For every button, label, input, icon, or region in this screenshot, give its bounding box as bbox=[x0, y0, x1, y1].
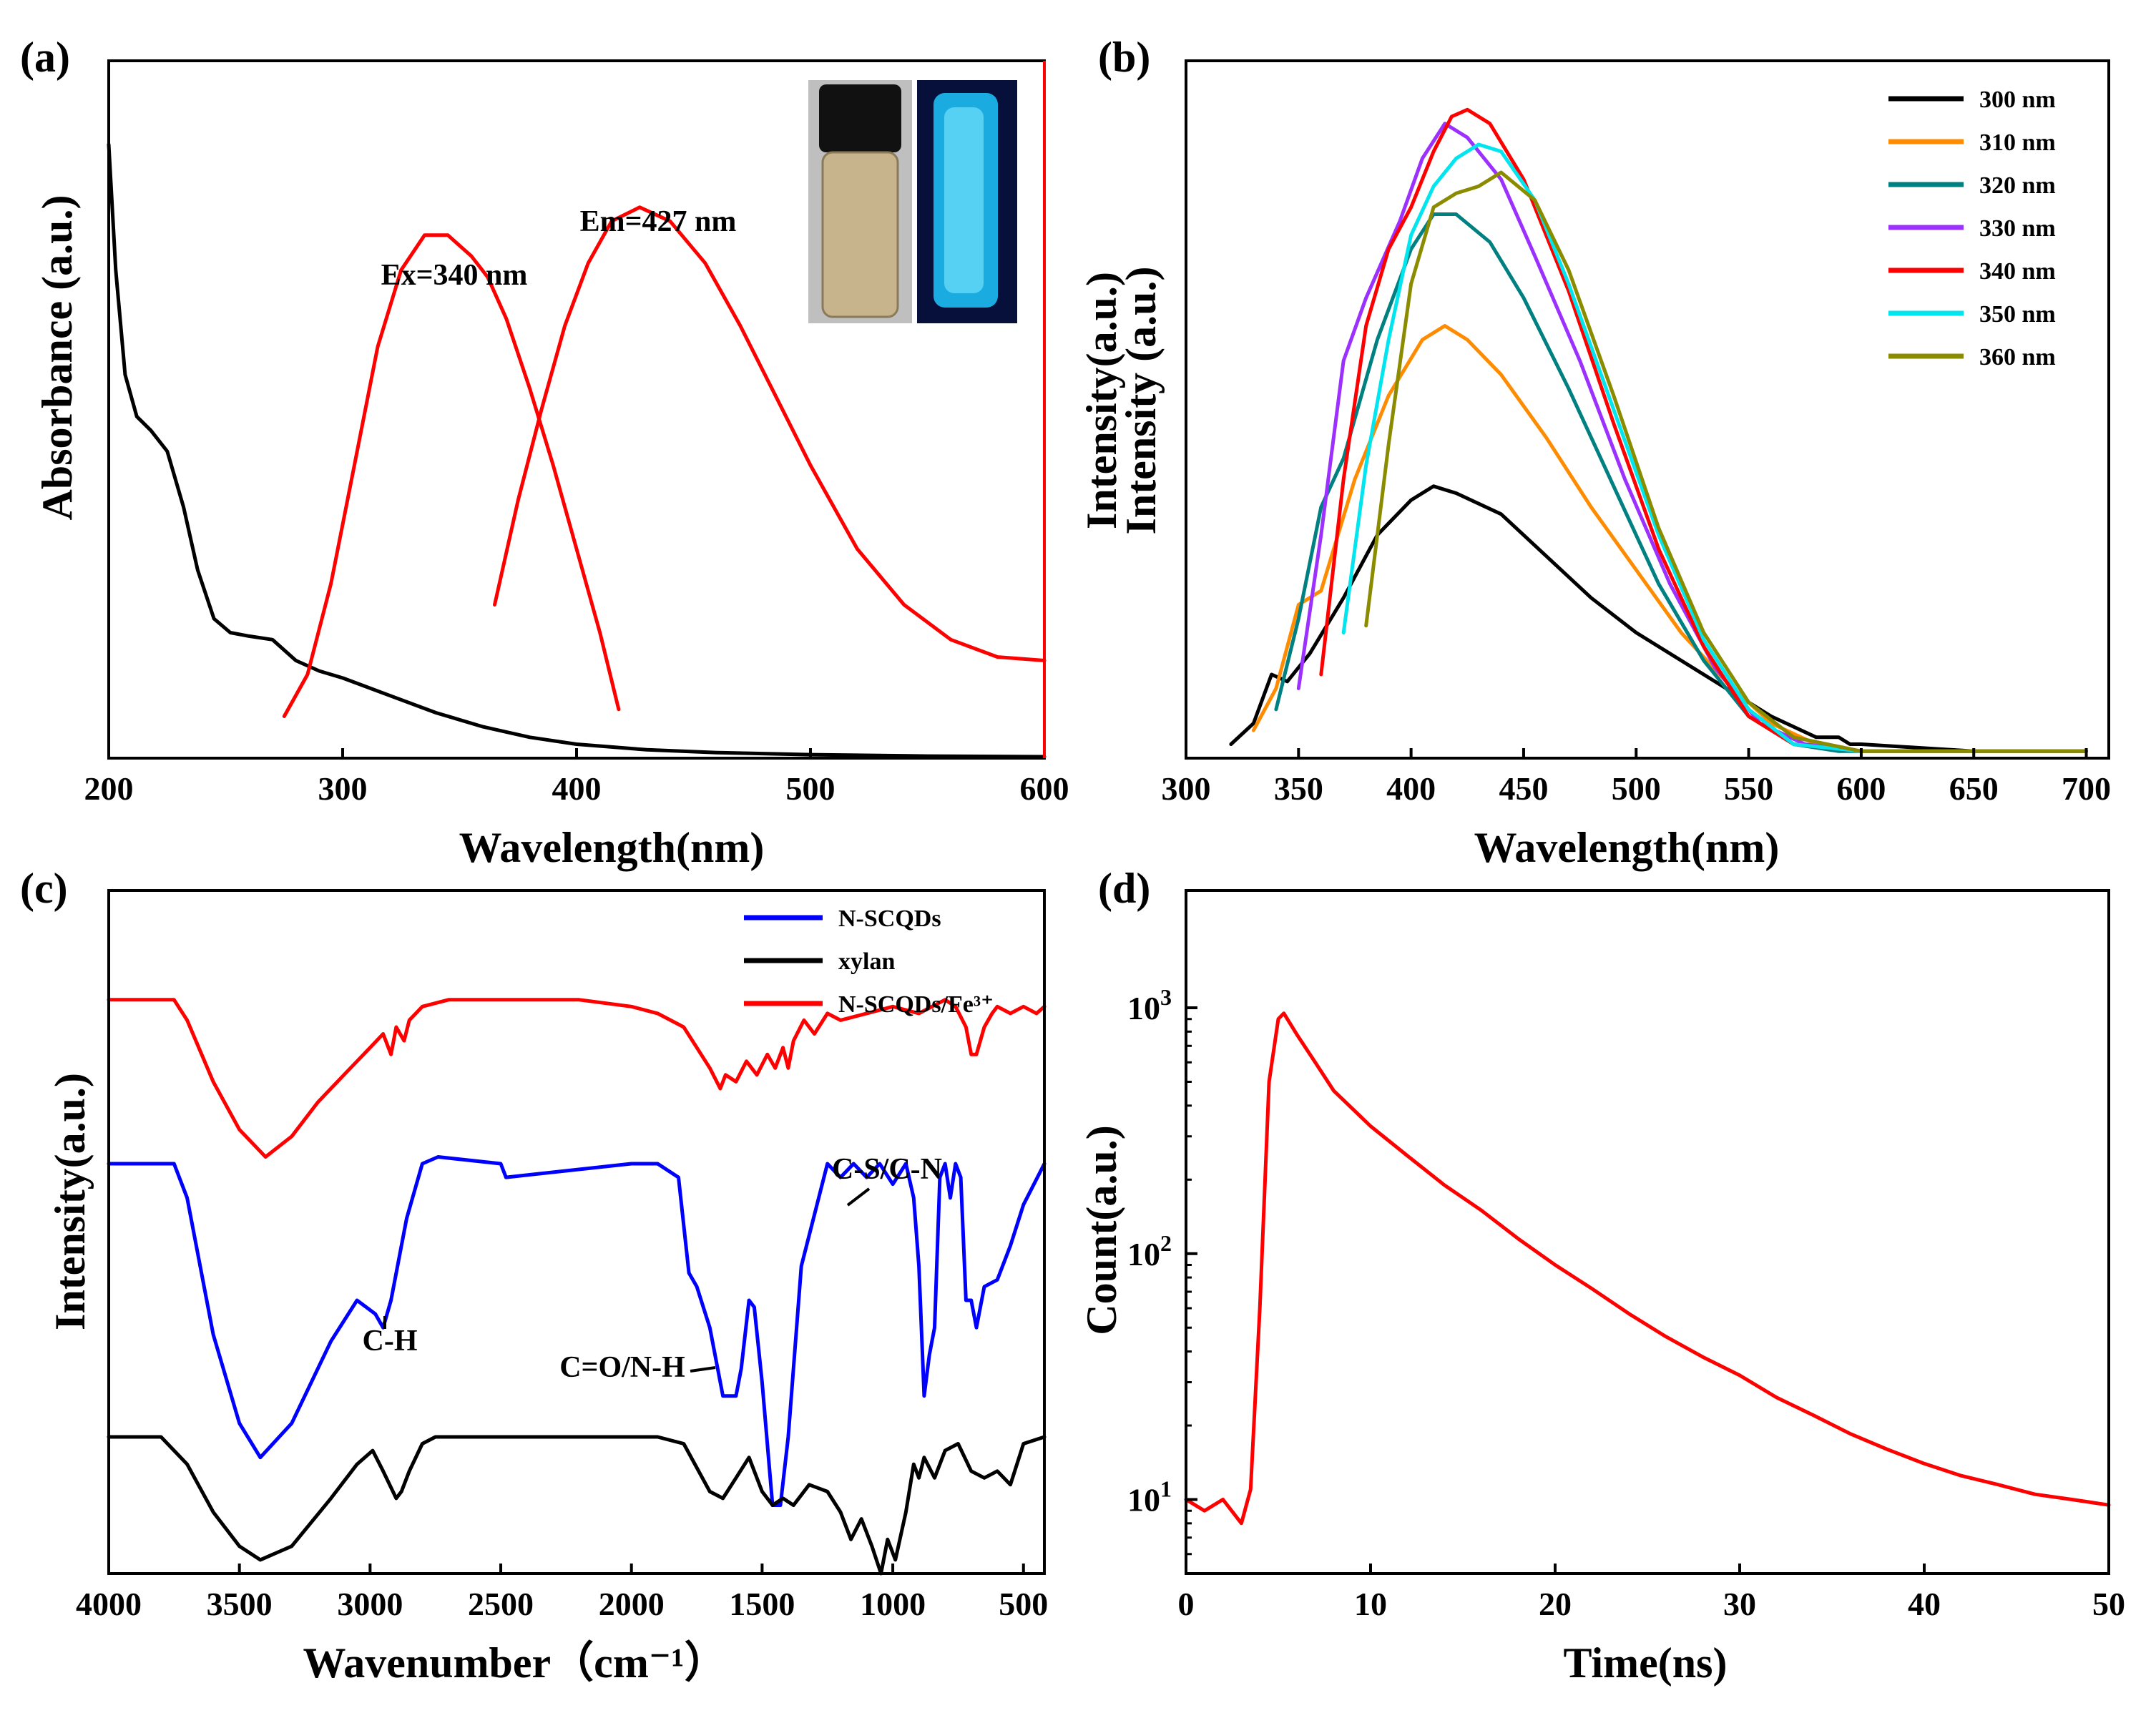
x-tick-label-c-3: 2500 bbox=[468, 1586, 534, 1622]
y-tick-label-d-2: 103 bbox=[1127, 984, 1172, 1026]
panel-c-y-axis-title: Intensity(a.u.) bbox=[46, 1073, 94, 1330]
x-tick-label-d-1: 10 bbox=[1354, 1586, 1387, 1622]
annotation-co-nh: C=O/N-H bbox=[559, 1351, 685, 1384]
vial-photographs-inset bbox=[808, 80, 1017, 323]
legend-label-b-3: 330 nm bbox=[1979, 215, 2056, 242]
panel-c-series bbox=[107, 998, 1047, 1576]
panel-a-ticks: 200 300 400 500 600 bbox=[84, 748, 1069, 807]
panel-b-ticks: 300 350 400 450 500 550 600 650 700 bbox=[1162, 748, 2111, 807]
panel-c-label: (c) bbox=[20, 865, 68, 912]
x-tick-label-b-8: 700 bbox=[2062, 770, 2111, 807]
x-tick-label-c-2: 3000 bbox=[337, 1586, 403, 1622]
series-b-3 bbox=[1296, 122, 2088, 753]
panel-b-x-axis-title: Wavelength(nm) bbox=[1474, 824, 1780, 871]
x-tick-label-d-2: 20 bbox=[1539, 1586, 1572, 1622]
annotation-ch: C-H bbox=[363, 1325, 418, 1358]
vial-liquid-daylight bbox=[821, 151, 899, 318]
x-tick-label-b-6: 600 bbox=[1836, 770, 1886, 807]
x-tick-label-c-6: 1000 bbox=[860, 1586, 926, 1622]
panel-d-y-axis-title: Count(a.u.) bbox=[1078, 1125, 1125, 1335]
panel-a: (a) Absorbance (a.u.) Wavelength(nm) 200… bbox=[20, 34, 1069, 871]
panel-a-label: (a) bbox=[20, 34, 70, 81]
panel-a-series bbox=[107, 142, 1047, 759]
x-tick-label-d-0: 0 bbox=[1178, 1586, 1195, 1622]
legend-label-c-0: N-SCQDs bbox=[838, 905, 941, 932]
annotation-excitation: Ex=340 nm bbox=[381, 259, 528, 292]
annotation-emission: Em=427 nm bbox=[580, 205, 737, 238]
panel-d-label: (d) bbox=[1098, 865, 1150, 912]
panel-a-x-axis-title: Wavelength(nm) bbox=[459, 824, 765, 871]
series-d-0 bbox=[1184, 1011, 2111, 1526]
legend-label-b-0: 300 nm bbox=[1979, 87, 2056, 113]
panel-c-ticks: 4000 3500 3000 2500 2000 1500 1000 500 bbox=[76, 1564, 1048, 1622]
panel-c-legend: N-SCQDs xylan N-SCQDs/Fe³⁺ bbox=[744, 905, 994, 1018]
x-tick-label-c-0: 4000 bbox=[76, 1586, 142, 1622]
x-tick-label-a-2: 400 bbox=[552, 770, 602, 807]
panel-b-series bbox=[1229, 107, 2088, 753]
x-tick-label-a-0: 200 bbox=[84, 770, 134, 807]
x-tick-label-b-1: 350 bbox=[1274, 770, 1323, 807]
legend-label-b-4: 340 nm bbox=[1979, 258, 2056, 285]
panel-d-frame bbox=[1185, 889, 2110, 1575]
x-tick-label-c-7: 500 bbox=[999, 1586, 1048, 1622]
panel-d-series bbox=[1184, 1011, 2111, 1526]
x-tick-label-d-3: 30 bbox=[1723, 1586, 1756, 1622]
panel-a-y-axis-title: Absorbance (a.u.) bbox=[34, 195, 81, 520]
x-tick-label-a-3: 500 bbox=[786, 770, 836, 807]
series-c-1 bbox=[107, 1435, 1047, 1576]
panel-b-label: (b) bbox=[1098, 34, 1150, 81]
x-tick-label-c-1: 3500 bbox=[207, 1586, 273, 1622]
panel-b-y-axis-title-2: Intensity (a.u.) bbox=[1117, 266, 1165, 534]
panel-b-legend: 300 nm 310 nm 320 nm 330 nm 340 nm 350 nm 360 … bbox=[1888, 87, 2056, 370]
panel-d: (d) Count(a.u.) Time(ns) 0 10 20 30 40 50 101 1… bbox=[1078, 865, 2125, 1687]
series-b-4 bbox=[1319, 107, 2088, 753]
legend-label-b-2: 320 nm bbox=[1979, 172, 2056, 199]
vial-cap-daylight bbox=[819, 84, 901, 152]
series-a-0 bbox=[107, 142, 1047, 759]
x-tick-label-d-4: 40 bbox=[1908, 1586, 1941, 1622]
panel-d-x-axis-title: Time(ns) bbox=[1564, 1639, 1728, 1687]
vial-glow-core bbox=[944, 107, 984, 293]
x-tick-label-c-4: 2000 bbox=[599, 1586, 665, 1622]
legend-label-c-1: xylan bbox=[838, 948, 895, 975]
panel-b-frame bbox=[1185, 59, 2110, 760]
panel-d-ticks: 0 10 20 30 40 50 101 102 103 bbox=[1127, 984, 2125, 1622]
x-tick-label-b-4: 500 bbox=[1612, 770, 1661, 807]
y-tick-label-d-1: 102 bbox=[1127, 1230, 1172, 1272]
x-tick-label-b-3: 450 bbox=[1499, 770, 1548, 807]
series-c-0 bbox=[107, 1155, 1047, 1507]
legend-label-b-5: 350 nm bbox=[1979, 301, 2056, 328]
series-a-2 bbox=[493, 205, 1047, 662]
x-tick-label-a-1: 300 bbox=[318, 770, 368, 807]
legend-label-b-6: 360 nm bbox=[1979, 344, 2056, 370]
legend-label-c-2: N-SCQDs/Fe³⁺ bbox=[838, 991, 994, 1018]
panel-b: (b) Intensity(a.u.) Intensity (a.u.) Wav… bbox=[1078, 34, 2111, 871]
series-a-1 bbox=[282, 233, 621, 718]
panel-c-x-axis-title: Wavenumber（cm⁻¹） bbox=[303, 1639, 727, 1687]
x-tick-label-b-2: 400 bbox=[1386, 770, 1436, 807]
x-tick-label-b-5: 550 bbox=[1724, 770, 1773, 807]
x-tick-label-d-5: 50 bbox=[2092, 1586, 2125, 1622]
panel-c-frame bbox=[107, 889, 1046, 1575]
x-tick-label-c-5: 1500 bbox=[729, 1586, 795, 1622]
x-tick-label-b-0: 300 bbox=[1162, 770, 1211, 807]
panel-c: (c) Intensity(a.u.) Wavenumber（cm⁻¹） 400… bbox=[20, 865, 1048, 1687]
series-c-2 bbox=[107, 998, 1047, 1159]
x-tick-label-b-7: 650 bbox=[1949, 770, 1999, 807]
annotation-cs-cn-arrow bbox=[846, 1187, 871, 1207]
series-b-6 bbox=[1364, 170, 2088, 753]
panel-b-y-axis-title: Intensity(a.u.) bbox=[1078, 272, 1125, 529]
x-tick-label-a-4: 600 bbox=[1020, 770, 1069, 807]
annotation-co-nh-arrow bbox=[690, 1366, 716, 1373]
y-tick-label-d-0: 101 bbox=[1127, 1476, 1172, 1518]
legend-label-b-1: 310 nm bbox=[1979, 129, 2056, 156]
annotation-cs-cn: C-S/C-N bbox=[832, 1153, 942, 1186]
series-b-5 bbox=[1341, 142, 2088, 753]
